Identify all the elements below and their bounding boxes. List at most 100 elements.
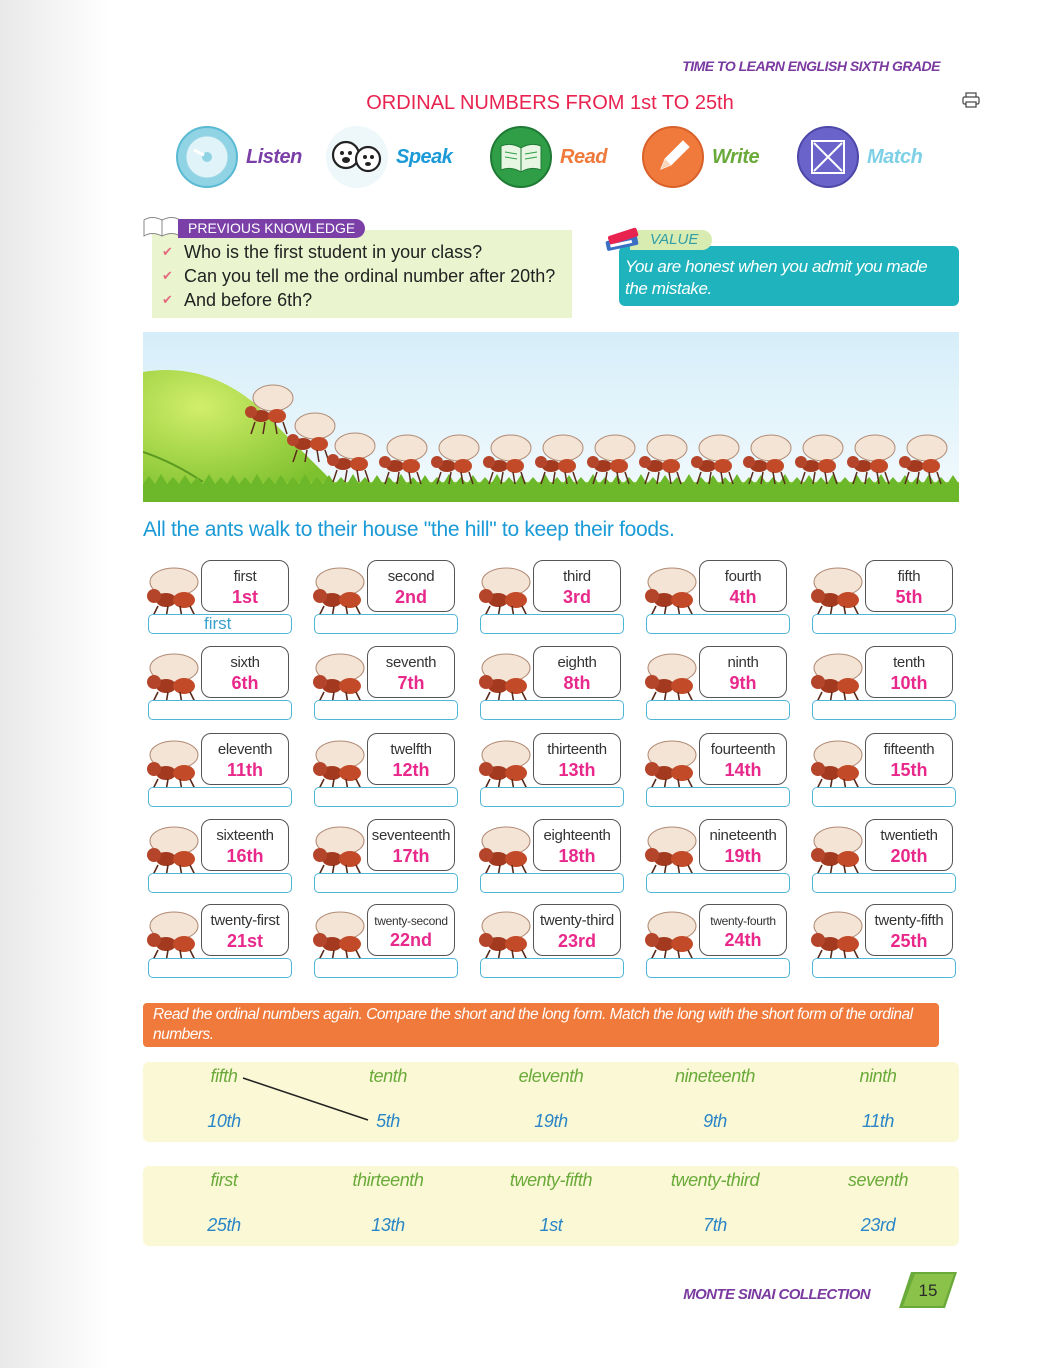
answer-field[interactable] [314,700,458,720]
match-long-form[interactable]: twenty-third [670,1170,760,1190]
ordinal-card: tenth 10th [808,646,956,728]
match-long-form[interactable]: fifth [210,1066,238,1086]
ordinal-word: eighteenth [543,827,611,844]
previous-knowledge-list: ✔ Who is the first student in your class?… [162,240,572,312]
match-long-form[interactable]: first [210,1170,238,1190]
ant-icon [479,911,531,963]
answer-field[interactable] [480,700,624,720]
book-title: TIME TO LEARN ENGLISH SIXTH GRADE [682,58,940,74]
answer-field[interactable] [480,958,624,978]
answer-field[interactable] [480,787,624,807]
speech-bubble: sixteenth 16th [201,819,289,871]
ant-icon [645,653,697,705]
answer-field[interactable] [148,700,292,720]
ordinal-card: third 3rd [476,560,624,642]
answer-field[interactable] [812,787,956,807]
ordinal-word: sixteenth [216,827,274,844]
answer-field[interactable] [646,614,790,634]
answer-field[interactable] [314,873,458,893]
speech-bubble: twenty-fifth 25th [865,904,953,956]
ordinal-number: 6th [231,673,259,693]
answer-field[interactable] [314,787,458,807]
answer-field[interactable] [812,700,956,720]
match-short-form[interactable]: 11th [861,1111,895,1131]
ordinal-card: fourteenth 14th [642,733,790,815]
ordinal-card: fifth 5th [808,560,956,642]
answer-field[interactable] [812,958,956,978]
match-long-form[interactable]: eleventh [518,1066,584,1086]
ant-icon [645,740,697,792]
ant-icon [313,826,365,878]
previous-knowledge-tag: PREVIOUS KNOWLEDGE [178,219,366,238]
match-short-form[interactable]: 5th [376,1111,400,1131]
check-icon: ✔ [162,244,173,259]
ordinal-number: 18th [558,846,596,866]
match-short-form[interactable]: 10th [207,1111,241,1131]
answer-field[interactable] [148,787,292,807]
ordinal-card: eighth 8th [476,646,624,728]
ant-icon [811,911,863,963]
answer-field[interactable] [314,614,458,634]
ant-icon [811,826,863,878]
answer-field[interactable] [148,958,292,978]
speech-bubble: twenty-third 23rd [533,904,621,956]
ant-icon [811,653,863,705]
ant-figure [795,434,844,485]
match-short-form[interactable]: 1st [539,1215,563,1235]
match-long-form[interactable]: twenty-fifth [509,1170,593,1190]
ordinal-word: third [563,568,591,585]
cd-icon [176,126,238,188]
match-long-form[interactable]: nineteenth [674,1066,756,1086]
match-short-form[interactable]: 9th [703,1111,727,1131]
answer-field[interactable] [148,873,292,893]
ordinal-word: eighth [557,654,597,671]
ordinal-word: fourth [724,568,762,585]
answer-field[interactable] [812,614,956,634]
ordinal-word: twenty-fifth [874,912,944,929]
ordinal-word: first [233,568,257,585]
answer-field[interactable] [646,787,790,807]
ant-figure [639,434,688,485]
ordinal-card: twenty-second 22nd [310,904,458,986]
ordinal-card: eighteenth 18th [476,819,624,901]
answer-field[interactable] [646,873,790,893]
ordinal-word: tenth [893,654,925,671]
answer-field[interactable] [480,614,624,634]
ant-figure [587,434,636,485]
ordinal-word: twenty-first [210,912,280,929]
ordinal-number: 21st [226,931,264,951]
answer-field[interactable] [646,958,790,978]
ants-hill-illustration [143,332,959,502]
match-long-form[interactable]: ninth [859,1066,897,1086]
open-book-icon [490,126,552,188]
match-short-form[interactable]: 13th [371,1215,405,1235]
match-short-form[interactable]: 23rd [860,1215,896,1235]
ant-figure [691,434,740,485]
answer-field[interactable]: first [148,614,292,634]
answer-field[interactable] [646,700,790,720]
ordinal-card: twelfth 12th [310,733,458,815]
ant-icon [313,567,365,619]
ordinal-number: 11th [226,760,264,780]
match-short-form[interactable]: 25th [207,1215,241,1235]
answer-field[interactable] [812,873,956,893]
ordinal-word: twenty-second [374,914,448,928]
match-long-form[interactable]: thirteenth [352,1170,424,1190]
ordinal-word: ninth [727,654,759,671]
ordinal-number: 10th [890,673,928,693]
match-long-form[interactable]: seventh [847,1170,909,1190]
ant-icon [147,653,199,705]
match-short-form[interactable]: 7th [703,1215,727,1235]
ordinal-number: 25th [890,931,928,951]
ordinal-word: sixth [230,654,260,671]
answer-field[interactable] [314,958,458,978]
answer-field[interactable] [480,873,624,893]
skill-listen-label: Listen [246,145,302,168]
ant-icon [645,826,697,878]
match-short-form[interactable]: 19th [534,1111,568,1131]
ant-icon [147,567,199,619]
match-long-form[interactable]: tenth [368,1066,408,1086]
print-icon[interactable] [962,92,980,108]
ant-figure [743,434,792,485]
speech-bubble: eighteenth 18th [533,819,621,871]
